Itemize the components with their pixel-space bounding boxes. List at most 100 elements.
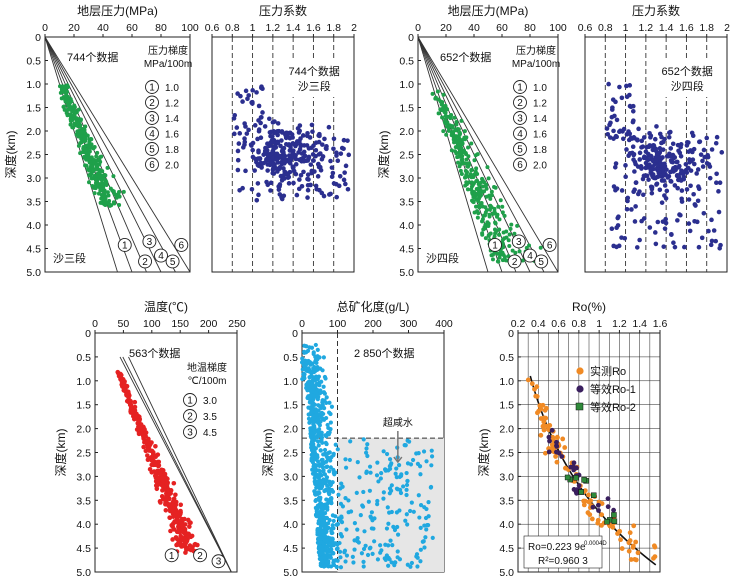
data-point [446, 128, 451, 133]
data-point [627, 92, 632, 98]
data-point [339, 481, 344, 486]
x-tick-label: 1.2 [639, 22, 654, 34]
data-point [662, 183, 668, 188]
line-end-key-ring [511, 234, 526, 249]
data-point-measured [627, 530, 633, 536]
data-point [659, 134, 664, 140]
y-tick-label: 0 [508, 328, 514, 340]
data-point [717, 180, 723, 186]
data-point [333, 442, 338, 447]
data-point [264, 179, 269, 185]
y-tick-label: 4.0 [399, 220, 414, 232]
x-tick-label: 2 [351, 22, 357, 34]
data-point [404, 470, 409, 476]
legend-value: 3.5 [203, 412, 217, 423]
y-tick-label: 3.0 [283, 471, 298, 483]
data-point-measured [560, 436, 566, 442]
data-point [622, 235, 628, 241]
data-point [647, 162, 652, 167]
data-point [641, 216, 647, 221]
data-point [629, 207, 634, 212]
data-point [160, 488, 165, 493]
data-point [418, 547, 423, 552]
data-point [89, 155, 94, 160]
data-point [611, 128, 616, 134]
data-point-equiv1 [546, 449, 552, 455]
data-point [395, 549, 400, 554]
data-point [469, 187, 474, 192]
data-point [254, 197, 260, 203]
data-point [611, 243, 616, 249]
data-point [310, 440, 315, 445]
data-point [635, 137, 640, 143]
data-point [313, 147, 319, 153]
data-point [64, 95, 69, 100]
data-point [692, 161, 697, 167]
y-tick-label: 0 [408, 32, 414, 44]
data-point [99, 196, 104, 201]
data-point [141, 432, 146, 438]
data-point [323, 440, 328, 445]
y-tick-label: 3.5 [76, 495, 91, 507]
data-point [343, 496, 348, 501]
x-tick-label: 100 [181, 22, 199, 34]
data-point [630, 144, 636, 150]
data-point [351, 560, 356, 565]
data-point [271, 146, 276, 152]
data-point [324, 459, 329, 464]
data-point [301, 169, 306, 175]
data-point [439, 102, 444, 107]
data-point [480, 184, 485, 189]
data-point-equiv1 [595, 502, 601, 508]
gradient-line [44, 36, 191, 273]
data-point-measured [547, 423, 553, 428]
data-point [476, 196, 481, 201]
line-end-key: 1 [122, 240, 128, 251]
data-point [277, 192, 283, 197]
data-point [153, 473, 159, 478]
y-axis-label: 深度(km) [260, 429, 275, 477]
data-point [313, 464, 318, 469]
data-point [502, 213, 507, 218]
data-point [97, 174, 102, 179]
data-point [265, 168, 270, 173]
data-point-measured [582, 488, 588, 494]
data-point [488, 196, 493, 201]
data-point [318, 563, 323, 568]
data-point [489, 253, 494, 258]
y-tick-label: 1.5 [499, 400, 514, 412]
y-tick-label: 4.0 [76, 519, 91, 531]
data-point [374, 473, 380, 478]
data-point [235, 157, 241, 163]
data-point [329, 174, 335, 180]
data-point [282, 176, 287, 181]
data-point [293, 161, 299, 167]
data-point [672, 183, 678, 188]
data-point [651, 173, 656, 179]
data-point [71, 105, 76, 110]
data-point [441, 129, 446, 134]
y-tick-label: 4.5 [76, 543, 91, 555]
x-tick-label: 1 [596, 318, 602, 330]
data-point [481, 213, 486, 218]
data-point [538, 245, 543, 250]
data-point [490, 211, 495, 216]
data-point [326, 553, 331, 558]
data-point [305, 158, 311, 163]
data-point [650, 158, 656, 164]
legend-key-ring [145, 80, 159, 94]
data-point [137, 414, 142, 420]
data-point [369, 510, 374, 515]
data-point [105, 165, 110, 170]
data-point [310, 471, 316, 476]
data-point [313, 183, 319, 189]
data-point [329, 500, 334, 506]
data-point [643, 149, 649, 154]
data-point [171, 480, 177, 486]
line-end-key: 3 [516, 237, 522, 248]
data-point [396, 462, 402, 468]
data-point-measured [525, 377, 531, 383]
data-point [502, 254, 507, 259]
data-point [376, 479, 381, 484]
